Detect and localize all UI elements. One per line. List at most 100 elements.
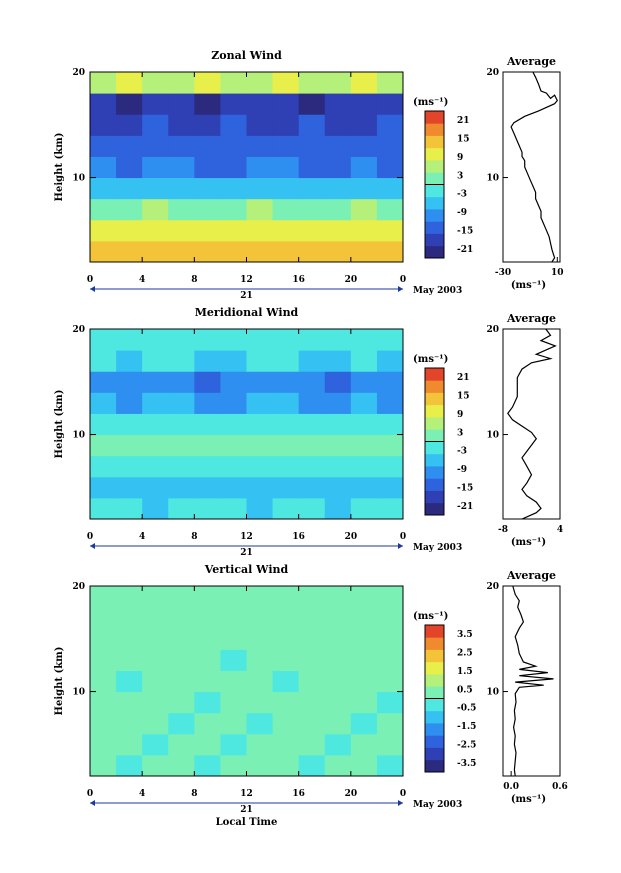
profile-unit-label: (ms⁻¹) xyxy=(511,537,546,548)
heatmap-cell xyxy=(116,497,143,520)
heatmap-cell xyxy=(376,219,404,242)
x-tick-label: 8 xyxy=(191,532,197,542)
heatmap-cell xyxy=(90,392,117,414)
heatmap-cell xyxy=(246,114,274,136)
heatmap-cell xyxy=(350,607,378,629)
profile-line xyxy=(510,71,559,263)
heatmap-cell xyxy=(324,628,352,650)
heatmap-cell xyxy=(90,455,117,478)
heatmap-cell xyxy=(376,198,404,221)
heatmap-cell xyxy=(298,392,326,414)
colorbar-tick-label: 3.5 xyxy=(457,630,473,640)
heatmap-cell xyxy=(220,219,247,242)
heatmap-cell xyxy=(324,93,352,115)
heatmap-cell xyxy=(272,476,300,499)
heatmap-cell xyxy=(272,392,300,414)
heatmap-cell xyxy=(168,712,195,735)
heatmap-cell xyxy=(298,135,326,157)
colorbar-segment xyxy=(425,661,444,675)
heatmap-cell xyxy=(90,413,117,436)
colorbar-segment xyxy=(425,453,444,467)
heatmap-cell xyxy=(220,329,247,351)
heatmap-cell xyxy=(194,177,221,200)
heatmap-cell xyxy=(246,434,274,457)
colorbar-segment xyxy=(425,674,444,687)
heatmap-cell xyxy=(376,691,404,714)
heatmap-cell xyxy=(220,754,247,777)
heatmap-cell xyxy=(116,114,143,136)
heatmap-cell xyxy=(116,754,143,777)
heatmap-cell xyxy=(246,586,274,608)
x-tick-label: 0 xyxy=(87,532,93,542)
colorbar-segment xyxy=(425,710,444,724)
heatmap-cell xyxy=(272,156,300,179)
heatmap-cell xyxy=(350,156,378,179)
heatmap-cell xyxy=(142,691,169,714)
profile-title: Average xyxy=(506,312,556,325)
colorbar-tick-label: 15 xyxy=(457,392,470,402)
heatmap-cell xyxy=(376,455,404,478)
heatmap-cell xyxy=(194,329,221,351)
colorbar-segment xyxy=(425,392,444,406)
heatmap-cell xyxy=(90,135,117,157)
heatmap-cell xyxy=(246,156,274,179)
heatmap-cell xyxy=(376,434,404,457)
heatmap-cell xyxy=(350,649,378,671)
heatmap-cell xyxy=(116,476,143,499)
heatmap-cell xyxy=(116,392,143,414)
heatmap-cell xyxy=(194,93,221,115)
heatmap-cell xyxy=(246,413,274,436)
heatmap-cell xyxy=(272,413,300,436)
heatmap-cell xyxy=(194,455,221,478)
colorbar-segment xyxy=(425,735,444,748)
heatmap-cell xyxy=(324,135,352,157)
heatmap-cell xyxy=(168,413,195,436)
panel-title: Meridional Wind xyxy=(195,306,299,319)
heatmap-cell xyxy=(272,72,300,94)
heatmap-cell xyxy=(246,649,274,671)
heatmap-cell xyxy=(220,586,247,608)
heatmap-cell xyxy=(298,434,326,457)
heatmap-cell xyxy=(116,329,143,351)
heatmap-cell xyxy=(298,712,326,735)
heatmap-cell xyxy=(350,72,378,94)
heatmap-cell xyxy=(90,93,117,115)
heatmap-cell xyxy=(324,371,352,393)
heatmap-cell xyxy=(324,712,352,735)
heatmap-cell xyxy=(376,607,404,629)
heatmap-cell xyxy=(220,156,247,179)
heatmap-cell xyxy=(168,135,195,157)
heatmap-cell xyxy=(324,72,352,94)
heatmap-cell xyxy=(220,497,247,520)
heatmap-cell xyxy=(298,219,326,242)
heatmap-cell xyxy=(246,733,274,756)
heatmap-cell xyxy=(246,93,274,115)
colorbar-segment xyxy=(425,429,444,442)
heatmap-cell xyxy=(350,198,378,221)
heatmap-cell xyxy=(194,198,221,221)
heatmap-cell xyxy=(194,114,221,136)
heatmap-cell xyxy=(350,135,378,157)
x-tick-label: 0 xyxy=(400,532,406,542)
heatmap-cell xyxy=(116,628,143,650)
x-tick-label: 20 xyxy=(345,275,358,285)
heatmap-cell xyxy=(142,156,169,179)
y-tick-label: 20 xyxy=(72,325,85,335)
heatmap-cell xyxy=(324,219,352,242)
y-tick-label: 10 xyxy=(72,688,85,698)
heatmap-cell xyxy=(272,455,300,478)
y-axis-label: Height (km) xyxy=(54,133,65,202)
colorbar-unit-label: (ms⁻¹) xyxy=(413,611,448,622)
heatmap-cell xyxy=(142,114,169,136)
y-tick-label: 20 xyxy=(72,582,85,592)
heatmap-cell xyxy=(142,754,169,777)
x-tick-label: 20 xyxy=(345,532,358,542)
heatmap-cell xyxy=(194,219,221,242)
colorbar-unit-label: (ms⁻¹) xyxy=(413,354,448,365)
heatmap-cell xyxy=(90,198,117,221)
x-axis-label: Local Time xyxy=(216,817,278,828)
heatmap-cell xyxy=(168,434,195,457)
heatmap-cell xyxy=(298,198,326,221)
heatmap-cell xyxy=(220,670,247,693)
date-label: 21 xyxy=(240,805,253,815)
